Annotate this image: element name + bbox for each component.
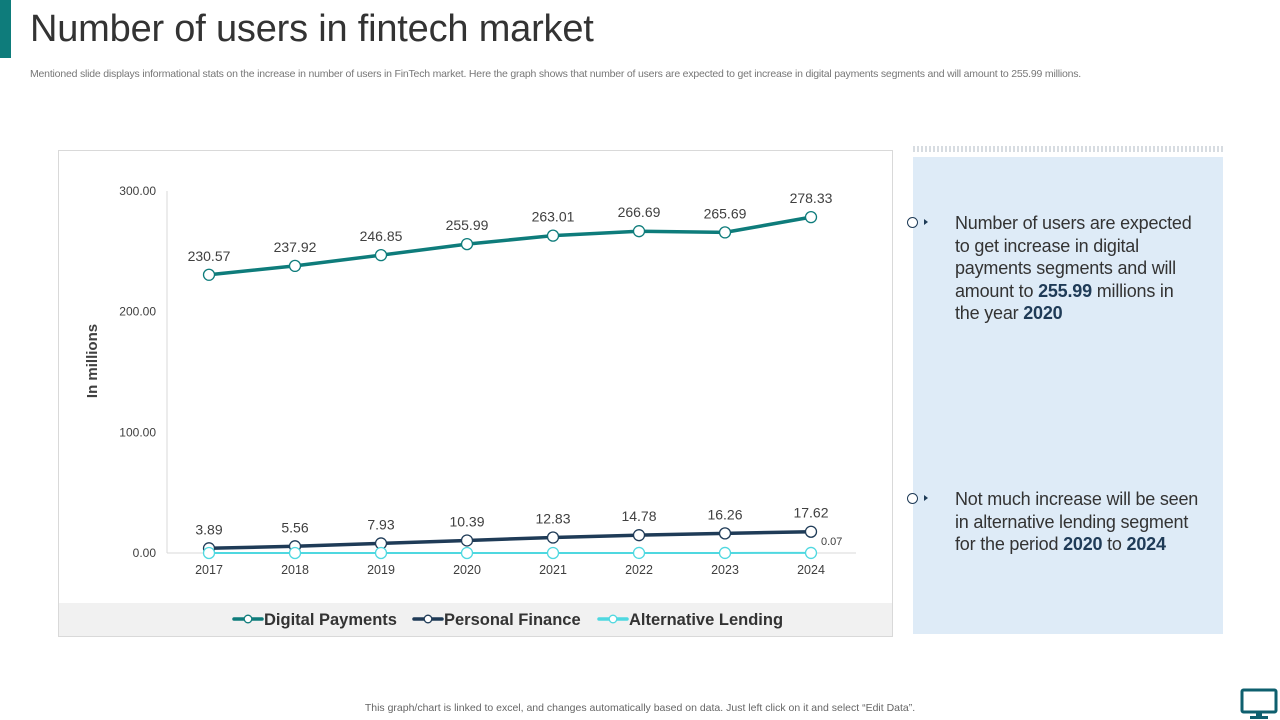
y-tick-label: 100.00	[119, 425, 156, 439]
data-point-alternative-lending	[546, 546, 560, 560]
insight-text-run: millions in the year	[955, 280, 1174, 324]
data-point-personal-finance	[546, 531, 560, 544]
data-label: 237.92	[274, 239, 317, 255]
y-tick-label: 0.00	[133, 546, 157, 560]
bullet-ring-icon	[905, 212, 955, 232]
data-label: 17.62	[793, 505, 828, 521]
data-label: 0.07	[821, 536, 842, 548]
insight-text-run: Number of users are expected to get incr…	[955, 213, 1192, 301]
legend-label: Alternative Lending	[629, 611, 783, 629]
insight-highlight: 2020	[1023, 303, 1063, 323]
data-point-alternative-lending	[202, 546, 216, 560]
legend-marker-personal-finance	[423, 614, 433, 624]
data-label: 246.85	[360, 228, 403, 244]
title-accent-bar	[0, 0, 11, 58]
data-point-alternative-lending	[632, 546, 646, 560]
x-tick-label: 2017	[195, 563, 223, 577]
monitor-icon	[1240, 688, 1278, 719]
x-tick-label: 2020	[453, 563, 481, 577]
data-point-personal-finance	[632, 529, 646, 542]
data-point-alternative-lending	[374, 546, 388, 560]
data-point-alternative-lending	[288, 546, 302, 560]
y-axis-title: In millions	[84, 324, 101, 398]
data-label: 263.01	[532, 209, 575, 225]
data-label: 7.93	[367, 516, 394, 532]
slide-title: Number of users in fintech market	[30, 8, 594, 50]
panel-dotted-border	[913, 146, 1223, 152]
legend-marker-digital-payments	[243, 614, 253, 624]
data-label: 10.39	[449, 513, 484, 529]
series-line-personal-finance	[207, 529, 813, 551]
data-label: 278.33	[790, 190, 833, 206]
data-label: 14.78	[621, 508, 656, 524]
legend-band	[59, 603, 892, 636]
data-point-alternative-lending	[460, 546, 474, 560]
data-label: 266.69	[618, 204, 661, 220]
insight-text: Number of users are expected to get incr…	[955, 212, 1200, 325]
insights-panel	[913, 157, 1223, 634]
data-point-digital-payments	[804, 210, 818, 224]
data-label: 265.69	[704, 205, 747, 221]
chart-container[interactable]: 0.00 100.00 200.00 300.00 In millions 2017 201…	[58, 150, 893, 637]
insight-highlight: 2024	[1126, 534, 1166, 554]
legend-label: Digital Payments	[264, 611, 397, 629]
slide-subtitle: Mentioned slide displays informational s…	[30, 68, 1082, 80]
x-tick-label: 2019	[367, 563, 395, 577]
data-point-alternative-lending	[804, 546, 818, 560]
data-point-digital-payments	[202, 268, 216, 281]
x-tick-label: 2023	[711, 563, 739, 577]
footnote: This graph/chart is linked to excel, and…	[364, 702, 916, 714]
data-point-digital-payments	[460, 237, 474, 251]
legend-label: Personal Finance	[444, 611, 581, 629]
bullet-ring-icon	[905, 488, 955, 508]
data-label: 12.83	[535, 511, 570, 527]
x-tick-label: 2018	[281, 563, 309, 577]
x-tick-label: 2022	[625, 563, 653, 577]
data-label: 16.26	[707, 506, 742, 522]
line-chart[interactable]: 0.00 100.00 200.00 300.00 In millions 2017 201…	[59, 151, 894, 638]
data-point-personal-finance	[460, 534, 474, 547]
data-label: 3.89	[195, 521, 222, 537]
data-point-alternative-lending	[718, 546, 732, 560]
insight-text-run: Not much increase will be seen in altern…	[955, 489, 1199, 554]
series-line-digital-payments	[207, 215, 813, 277]
data-point-digital-payments	[546, 229, 560, 242]
insight-bullet-1: Number of users are expected to get incr…	[905, 212, 1205, 325]
insight-highlight: 255.99	[1038, 280, 1092, 301]
data-label: 255.99	[446, 217, 489, 233]
y-tick-label: 200.00	[119, 305, 156, 319]
data-point-digital-payments	[374, 248, 388, 262]
legend-marker-alternative-lending	[608, 614, 618, 624]
data-point-digital-payments	[632, 225, 646, 238]
x-tick-label: 2024	[797, 563, 825, 577]
x-tick-label: 2021	[539, 563, 567, 577]
data-label: 230.57	[188, 248, 231, 264]
insight-highlight: 2020	[1063, 534, 1103, 554]
data-label: 5.56	[281, 519, 308, 535]
insight-bullet-2: Not much increase will be seen in altern…	[905, 488, 1205, 556]
data-point-personal-finance	[718, 527, 732, 540]
insight-text-run: to	[1102, 534, 1127, 554]
data-point-digital-payments	[718, 226, 732, 239]
y-tick-label: 300.00	[119, 184, 156, 198]
data-point-personal-finance	[804, 525, 818, 538]
data-point-digital-payments	[288, 259, 302, 273]
insight-text: Not much increase will be seen in altern…	[955, 488, 1200, 556]
